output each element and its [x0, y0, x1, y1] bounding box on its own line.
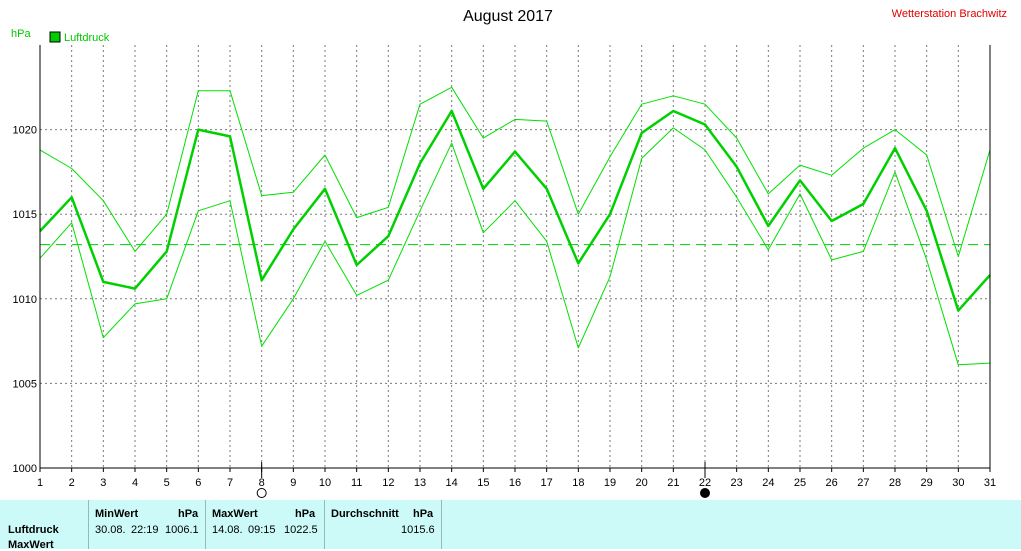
avg-header: Durchschnitt: [331, 508, 399, 520]
min-time: 22:19: [131, 524, 159, 536]
x-tick-label: 19: [604, 477, 616, 489]
y-tick-label: 1015: [13, 209, 37, 221]
pressure-chart: August 2017 Wetterstation Brachwitz hPa …: [11, 8, 1007, 498]
x-tick-label: 20: [636, 477, 648, 489]
x-tick-label: 28: [889, 477, 901, 489]
x-tick-label: 22: [699, 477, 711, 489]
x-tick-label: 23: [731, 477, 743, 489]
legend-label: Luftdruck: [64, 32, 110, 44]
x-tick-label: 11: [351, 477, 362, 489]
x-tick-label: 30: [952, 477, 964, 489]
x-tick-label: 5: [164, 477, 170, 489]
x-tick-label: 17: [541, 477, 553, 489]
moon-phase-markers: [256, 462, 710, 498]
x-tick-label: 2: [69, 477, 75, 489]
x-tick-label: 10: [319, 477, 331, 489]
x-tick-label: 31: [984, 477, 996, 489]
series-layer: [39, 86, 991, 366]
x-tick-label: 14: [446, 477, 458, 489]
y-tick-label: 1020: [13, 125, 37, 137]
full-moon-icon: [256, 488, 267, 498]
y-tick-labels: 1000 1005 1010 1015 1020: [13, 125, 37, 475]
x-tick-label: 27: [857, 477, 869, 489]
x-tick-label: 29: [921, 477, 933, 489]
x-tick-label: 21: [667, 477, 679, 489]
y-tick-label: 1010: [13, 294, 37, 306]
min-date: 30.08.: [95, 524, 126, 536]
mean-series-line: [39, 109, 991, 312]
x-tick-label: 16: [509, 477, 521, 489]
legend-swatch: [49, 31, 61, 43]
chart-title: August 2017: [463, 8, 553, 25]
max-header: MaxWert: [212, 508, 258, 520]
statistics-panel: Luftdruck MaxWert MinWert hPa 30.08. 22:…: [0, 500, 1021, 551]
stats-divider: [441, 500, 442, 549]
max-date: 14.08.: [212, 524, 243, 536]
max-value-cell: MaxWert hPa 14.08. 09:15 1022.5: [205, 500, 324, 549]
new-moon-icon: [700, 488, 710, 498]
x-tick-label: 6: [195, 477, 201, 489]
avg-value: 1015.6: [401, 524, 435, 536]
y-axis-unit: hPa: [11, 28, 31, 40]
max-value: 1022.5: [284, 524, 318, 536]
station-name: Wetterstation Brachwitz: [892, 8, 1007, 20]
min-unit: hPa: [178, 508, 199, 520]
x-tick-label: 15: [477, 477, 489, 489]
x-tick-label: 4: [132, 477, 138, 489]
max-time: 09:15: [248, 524, 276, 536]
min-header: MinWert: [95, 508, 139, 520]
x-tick-labels: 1 2 3 4 5 6 7 8 9 10 11 12 13 14 15 16 17 18 19 20 21 22 23 24 2…: [37, 468, 996, 489]
x-tick-label: 12: [382, 477, 394, 489]
grid-lines: [40, 45, 990, 468]
x-tick-label: 25: [794, 477, 806, 489]
stats-row-label-2: MaxWert: [8, 539, 54, 551]
x-tick-label: 1: [37, 477, 43, 489]
x-tick-label: 13: [414, 477, 426, 489]
x-tick-label: 18: [572, 477, 584, 489]
x-tick-label: 9: [290, 477, 296, 489]
max-unit: hPa: [295, 508, 316, 520]
avg-unit: hPa: [413, 508, 434, 520]
x-tick-label: 3: [100, 477, 106, 489]
min-value: 1006.1: [165, 524, 199, 536]
max-series-line: [39, 86, 991, 257]
min-series-line: [39, 127, 991, 366]
x-tick-label: 24: [762, 477, 774, 489]
y-tick-label: 1005: [13, 378, 37, 390]
x-tick-label: 7: [227, 477, 233, 489]
x-tick-label: 26: [826, 477, 838, 489]
average-cell: Durchschnitt hPa 1015.6: [324, 500, 441, 549]
y-tick-label: 1000: [13, 463, 37, 475]
stats-row-label: Luftdruck: [8, 524, 59, 536]
min-value-cell: MinWert hPa 30.08. 22:19 1006.1: [88, 500, 205, 549]
x-tick-label: 8: [259, 477, 265, 489]
